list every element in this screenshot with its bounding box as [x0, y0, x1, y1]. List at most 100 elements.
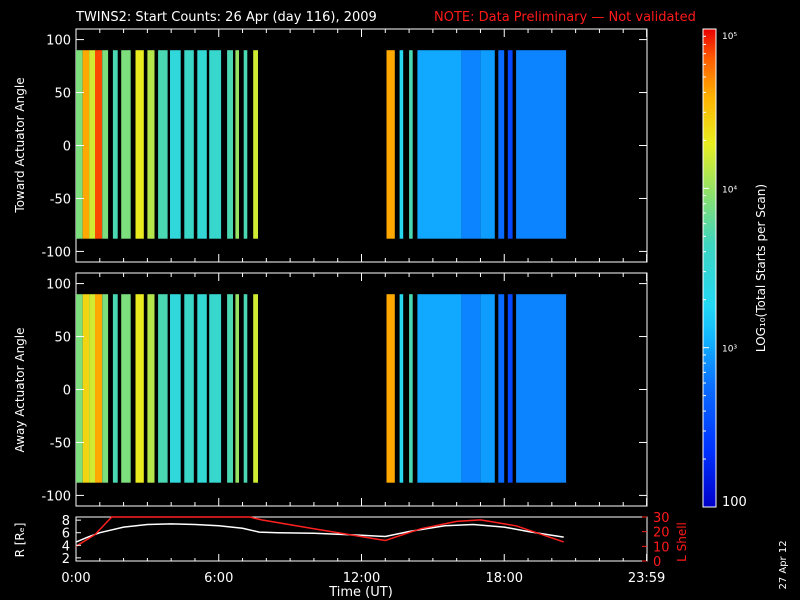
away-column-26 — [516, 294, 567, 483]
panel-toward-heatmap — [76, 50, 567, 239]
away-column-18 — [386, 294, 395, 483]
toward-column-3 — [95, 50, 103, 239]
away-column-7 — [135, 294, 144, 483]
toward-column-19 — [399, 50, 404, 239]
orbit-ytick-label-2: 6 — [62, 527, 70, 542]
panel-away-heatmap — [76, 294, 567, 483]
toward-column-7 — [135, 50, 144, 239]
colorbar-tick-label-3: 10⁵ — [722, 32, 737, 42]
away-column-24 — [498, 294, 505, 483]
away-column-20 — [409, 294, 413, 483]
away-column-19 — [399, 294, 404, 483]
r-distance-line — [75, 523, 564, 543]
away-column-22 — [461, 294, 481, 483]
away-column-4 — [102, 294, 109, 483]
orbit-ytick-label-3: 8 — [62, 514, 70, 529]
away-ytick-label-0: 100 — [46, 278, 71, 293]
away-column-13 — [209, 294, 222, 483]
away-ytick-label-2: 0 — [63, 384, 71, 399]
away-column-17 — [253, 294, 258, 483]
panel-away-axis: 100 50 0 -50 -100 — [41, 273, 648, 506]
panel-orbit-lines — [75, 516, 564, 547]
toward-ytick-label-1: 50 — [54, 87, 71, 102]
chart-title: TWINS2: Start Counts: 26 Apr (day 116), … — [75, 10, 377, 25]
toward-ytick-label-0: 100 — [46, 34, 71, 49]
toward-column-15 — [235, 50, 239, 239]
colorbar-tick-label-2: 10⁴ — [722, 185, 737, 195]
orbit-ytick-label-0: 2 — [62, 552, 70, 567]
away-column-23 — [480, 294, 495, 483]
date-stamp: 27 Apr 12 — [778, 540, 789, 589]
orbit-y2tick-label-0: 0 — [653, 555, 661, 570]
toward-column-12 — [197, 50, 207, 239]
orbit-xtick-label-0: 0:00 — [61, 571, 90, 586]
away-column-11 — [184, 294, 194, 483]
away-column-2 — [89, 294, 95, 483]
away-ytick-label-1: 50 — [54, 331, 71, 346]
orbit-xtick-label-1: 6:00 — [204, 571, 233, 586]
toward-column-6 — [121, 50, 131, 239]
away-column-16 — [243, 294, 248, 483]
panel-toward-axis: 100 50 0 -50 -100 — [41, 29, 648, 262]
toward-column-26 — [516, 50, 567, 239]
toward-column-0 — [76, 50, 83, 239]
toward-column-2 — [89, 50, 95, 239]
toward-column-20 — [409, 50, 413, 239]
toward-column-25 — [507, 50, 513, 239]
preliminary-note: NOTE: Data Preliminary — Not validated — [434, 10, 696, 25]
away-column-1 — [82, 294, 90, 483]
toward-column-17 — [253, 50, 258, 239]
toward-column-1 — [82, 50, 90, 239]
orbit-y2tick-label-3: 30 — [653, 511, 670, 526]
orbit-y2label: L Shell — [675, 522, 689, 562]
away-column-10 — [170, 294, 181, 483]
orbit-xtick-label-2: 12:00 — [343, 571, 380, 586]
colorbar-tick-label-1: 10³ — [722, 345, 737, 355]
orbit-xtick-label-3: 18:00 — [486, 571, 523, 586]
orbit-y2tick-label-1: 10 — [653, 540, 670, 555]
away-column-0 — [76, 294, 83, 483]
lshell-line — [75, 516, 564, 547]
toward-column-21 — [417, 50, 462, 239]
away-column-8 — [147, 294, 155, 483]
toward-column-11 — [184, 50, 194, 239]
panel-away-ylabel: Away Actuator Angle — [13, 327, 27, 452]
toward-ytick-label-4: -100 — [41, 245, 71, 260]
toward-column-23 — [480, 50, 495, 239]
away-column-5 — [112, 294, 118, 483]
toward-column-5 — [112, 50, 118, 239]
toward-column-10 — [170, 50, 181, 239]
toward-column-4 — [102, 50, 109, 239]
away-column-12 — [197, 294, 207, 483]
panel-toward-ylabel: Toward Actuator Angle — [13, 77, 27, 213]
away-ytick-label-4: -100 — [41, 489, 71, 504]
away-column-6 — [121, 294, 131, 483]
orbit-y2tick-label-2: 20 — [653, 526, 670, 541]
orbit-ytick-label-1: 4 — [62, 539, 70, 554]
away-column-15 — [235, 294, 239, 483]
colorbar-label: LOG₁₀(Total Starts per Scan) — [754, 184, 768, 352]
colorbar — [702, 28, 717, 508]
toward-column-8 — [147, 50, 155, 239]
toward-column-9 — [158, 50, 168, 239]
away-column-25 — [507, 294, 513, 483]
toward-column-13 — [209, 50, 222, 239]
away-column-21 — [417, 294, 462, 483]
orbit-ylabel: R [Rₑ] — [13, 523, 27, 558]
orbit-xlabel: Time (UT) — [328, 585, 393, 600]
away-ytick-label-3: -50 — [50, 436, 71, 451]
toward-column-18 — [386, 50, 395, 239]
away-column-3 — [95, 294, 103, 483]
toward-ytick-label-2: 0 — [63, 140, 71, 155]
away-column-14 — [227, 294, 233, 483]
away-column-9 — [158, 294, 168, 483]
colorbar-axis: 100 10³ 10⁴ 10⁵ — [703, 28, 747, 510]
panel-orbit-frame — [75, 516, 648, 562]
orbit-xtick-label-4: 23:59 — [628, 571, 665, 586]
toward-ytick-label-3: -50 — [50, 192, 71, 207]
toward-column-16 — [243, 50, 248, 239]
colorbar-tick-label-0: 100 — [722, 495, 747, 510]
toward-column-14 — [227, 50, 233, 239]
